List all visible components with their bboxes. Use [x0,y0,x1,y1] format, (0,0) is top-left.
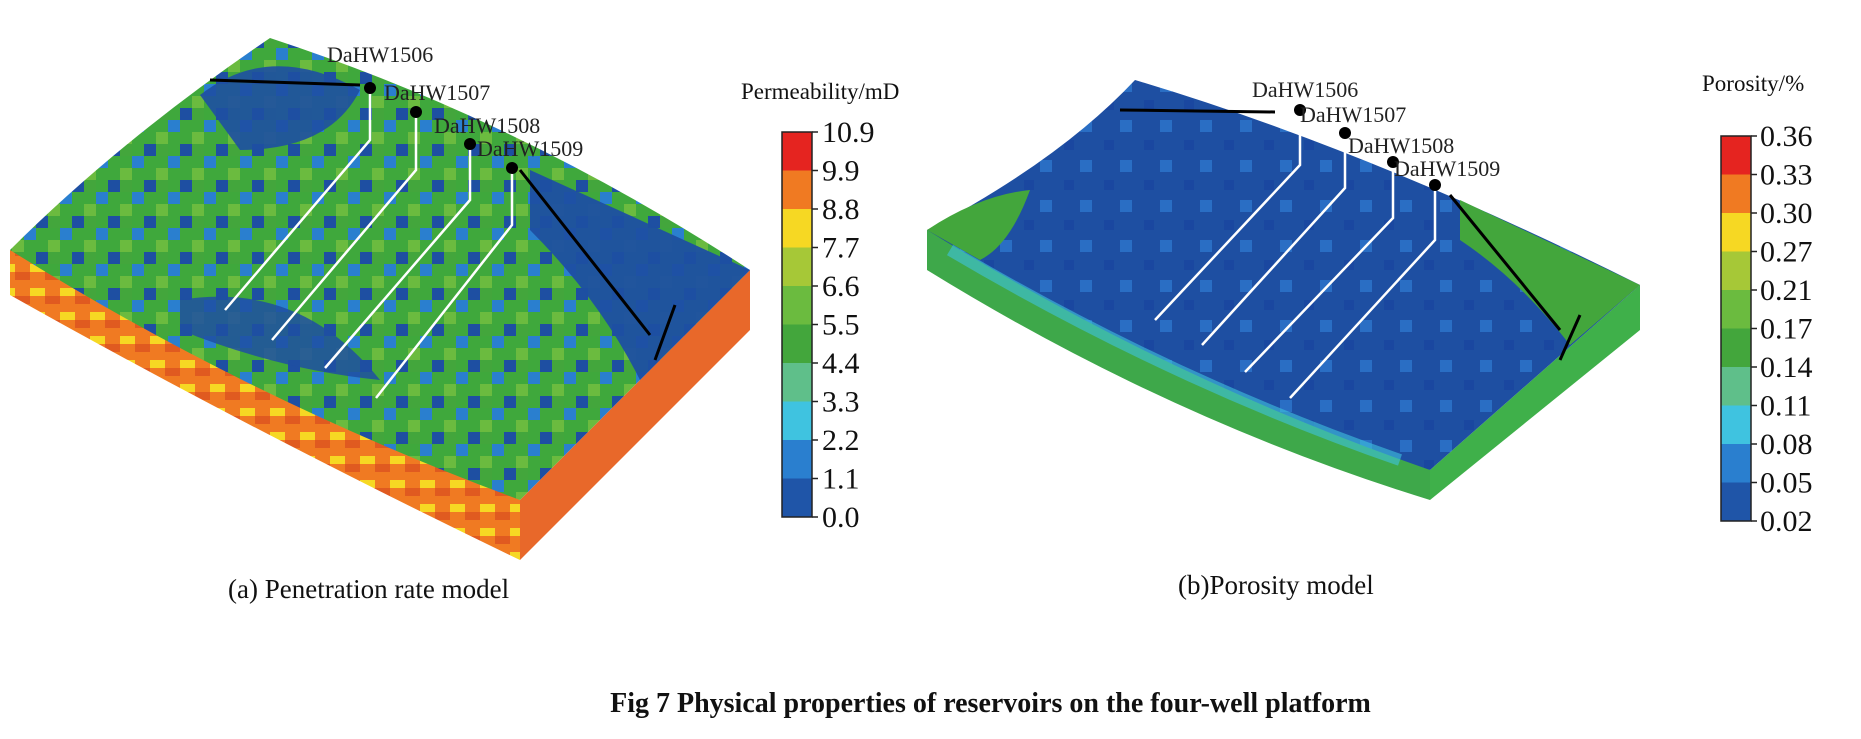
well-label: DaHW1506 [1252,77,1358,102]
well-path-1507 [1201,133,1347,346]
model-top-face [927,80,1640,470]
scale-segment [1721,367,1751,406]
tick-label: 0.30 [1760,197,1813,230]
color-scale-bar [1720,135,1752,522]
well-path-1507 [271,112,418,341]
tick-label: 10.9 [822,116,875,149]
well-label: DaHW1509 [1394,156,1500,181]
tick-label: 9.9 [822,155,860,188]
legend-title: Porosity/% [1702,71,1804,96]
permeability-figure: DaHW1506 DaHW1507 DaHW1508 DaHW1509 Perm… [10,38,899,560]
tick-label: 1.1 [822,463,860,496]
scale-segment [1721,328,1751,368]
scale-segment [782,286,812,325]
scale-segment [1721,444,1751,483]
scale-segment [782,247,812,287]
well-head-1507 [1339,127,1351,139]
model-side-right [1430,285,1640,500]
fault-line-right [1448,194,1582,361]
well-path-1509 [1289,185,1437,399]
low-zone-left [180,296,380,380]
scale-segment [1721,290,1751,329]
panel-porosity-model: DaHW1506 DaHW1507 DaHW1508 DaHW1509 Poro… [920,0,1861,620]
tick-label: 0.14 [1760,351,1813,384]
well-heads [364,82,518,174]
tick-label: 0.08 [1760,428,1813,461]
well-head-1507 [410,106,422,118]
scale-segment [782,209,812,248]
scale-segment [1721,174,1751,214]
tick-label: 8.8 [822,193,860,226]
fault-line-right [518,169,677,361]
well-head-1508 [1387,156,1399,168]
well-path-1508 [324,144,472,369]
tick-label: 5.5 [822,309,860,342]
well-label: DaHW1509 [477,136,583,161]
well-label: DaHW1507 [1300,102,1406,127]
tick-label: 4.4 [822,347,860,380]
tick-label: 0.0 [822,501,860,534]
high-zone-left [927,190,1030,260]
tick-label: 0.36 [1760,120,1813,153]
model-side-front [10,250,520,560]
scale-segment [782,363,812,402]
low-zone-right [530,170,750,380]
scale-segment [782,401,812,441]
scale-segment [782,324,812,364]
scale-segment [1721,136,1751,175]
tick-label: 6.6 [822,270,860,303]
well-heads [1294,104,1441,191]
tick-label: 0.21 [1760,274,1813,307]
well-path-1506 [224,88,372,311]
subfigure-caption-a: (a) Penetration rate model [228,574,510,604]
well-path-1506 [1154,110,1302,321]
well-path-1508 [1244,162,1395,373]
well-trajectories [1154,110,1437,399]
figure-caption: Fig 7 Physical properties of reservoirs … [610,688,1371,719]
scale-segment [1721,213,1751,252]
fault-line-top [1119,108,1276,114]
tick-label: 3.3 [822,386,860,419]
tick-label: 0.02 [1760,505,1813,538]
well-path-1509 [375,168,514,399]
tick-label: 0.17 [1760,313,1813,346]
high-zone-right [1460,200,1640,345]
fault-line-top [209,78,361,87]
well-trajectories [224,88,514,399]
color-scale-bar [781,131,813,518]
low-zone-top [200,66,360,150]
well-head-1506 [364,82,376,94]
porosity-figure: DaHW1506 DaHW1507 DaHW1508 DaHW1509 Poro… [927,71,1813,538]
well-head-1506 [1294,104,1306,116]
scale-segment [782,132,812,171]
scale-segment [1721,405,1751,445]
subfigure-caption-b: (b)Porosity model [1178,570,1374,600]
legend-ticks: 10.9 9.9 8.8 7.7 6.6 5.5 4.4 3.3 2.2 1.1 0.0 [812,116,875,534]
model-side-right [520,270,750,560]
tick-label: 0.33 [1760,159,1813,192]
tick-label: 0.11 [1760,390,1811,423]
model-top-face [10,38,750,500]
edge-zone [946,244,1402,466]
well-label: DaHW1507 [384,80,490,105]
tick-label: 0.05 [1760,467,1813,500]
scale-segment [782,170,812,210]
well-label: DaHW1508 [1348,133,1454,158]
well-label: DaHW1506 [327,42,433,67]
tick-label: 2.2 [822,424,860,457]
panel-permeability-model: DaHW1506 DaHW1507 DaHW1508 DaHW1509 Perm… [0,0,940,620]
tick-label: 7.7 [822,232,860,265]
scale-segment [1721,482,1751,522]
well-head-1509 [1429,179,1441,191]
scale-segment [1721,251,1751,291]
legend-ticks: 0.36 0.33 0.30 0.27 0.21 0.17 0.14 0.11 0.08 0.05… [1751,120,1813,538]
well-label: DaHW1508 [434,113,540,138]
scale-segment [782,478,812,518]
tick-label: 0.27 [1760,236,1813,269]
well-head-1508 [464,138,476,150]
well-head-1509 [506,162,518,174]
legend-title: Permeability/mD [741,79,899,104]
scale-segment [782,440,812,479]
